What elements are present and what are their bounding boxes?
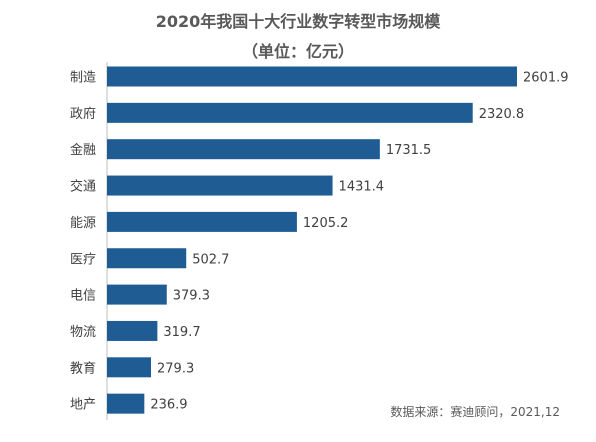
category-label: 交通	[70, 179, 96, 195]
category-label: 电信	[70, 289, 96, 304]
data-label: 2320.8	[479, 107, 525, 122]
data-label: 2601.9	[523, 71, 569, 86]
source-note: 数据来源：赛迪顾问，2021,12	[390, 404, 560, 419]
data-label: 1731.5	[386, 143, 432, 158]
bar	[107, 139, 380, 160]
data-label: 379.3	[173, 289, 210, 304]
bar	[107, 102, 473, 123]
category-label: 物流	[70, 325, 96, 340]
category-label: 教育	[70, 360, 96, 376]
category-label: 医疗	[70, 252, 96, 267]
category-label: 地产	[70, 398, 96, 413]
bar	[107, 284, 167, 305]
data-label: 319.7	[163, 325, 200, 340]
category-label: 政府	[70, 107, 96, 122]
category-label: 制造	[70, 71, 96, 86]
bar	[107, 320, 158, 341]
data-label: 1205.2	[303, 216, 349, 231]
bar	[107, 211, 297, 232]
data-label: 236.9	[150, 398, 187, 413]
chart-subtitle: （单位：亿元）	[242, 42, 354, 61]
category-label: 能源	[70, 216, 96, 231]
bars-group: 制造 2601.9 政府 2320.8 金融 1731.5 交通 1431.4 能源 1205.2…	[70, 66, 569, 414]
bar	[107, 357, 152, 378]
category-label: 金融	[70, 142, 96, 158]
bar	[107, 393, 145, 414]
bar	[107, 66, 517, 87]
bar	[107, 248, 187, 269]
data-label: 1431.4	[339, 180, 385, 195]
bar	[107, 175, 333, 196]
data-label: 502.7	[192, 252, 229, 267]
data-label: 279.3	[157, 361, 194, 376]
chart-title: 2020年我国十大行业数字转型市场规模	[156, 12, 442, 31]
